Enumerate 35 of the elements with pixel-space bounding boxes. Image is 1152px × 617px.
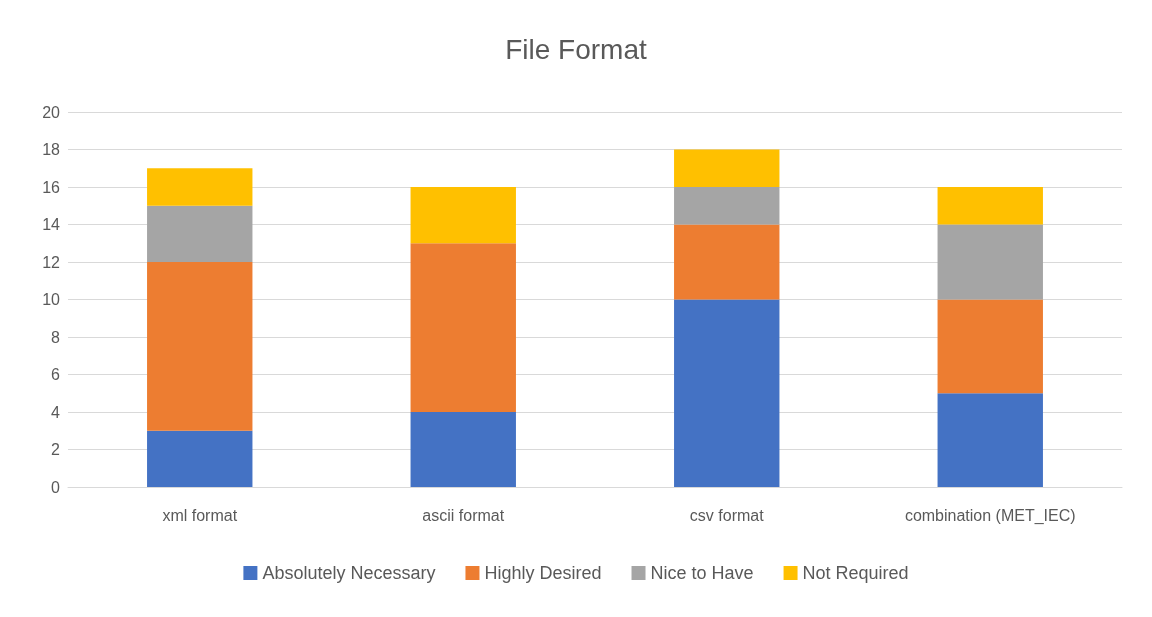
y-tick-label: 20 [42,103,61,121]
y-tick-label: 16 [42,178,61,196]
x-tick-label: combination (MET_IEC) [904,506,1076,525]
y-tick-label: 14 [42,216,61,233]
bar [147,168,253,206]
x-tick-label: xml format [162,506,238,524]
y-tick-label: 2 [51,441,61,458]
bar [674,224,780,300]
legend-label: Not Required [802,563,909,583]
x-tick-label: ascii format [422,506,505,524]
bar [147,430,253,487]
x-tick-label: csv format [689,506,765,524]
bar [147,262,253,431]
y-tick-label: 12 [42,253,61,271]
legend-label: Highly Desired [484,563,602,583]
bar [937,393,1043,487]
bar [674,187,780,225]
bar [147,205,253,262]
legend-label: Absolutely Necessary [262,563,436,583]
y-tick-label: 10 [42,291,61,308]
y-tick-label: 18 [42,141,61,158]
bar [410,412,516,487]
bar [937,187,1043,225]
bar [674,149,780,187]
y-tick-label: 0 [51,478,61,496]
legend-label: Nice to Have [650,563,754,583]
y-tick-label: 6 [51,366,61,383]
bar [937,299,1043,394]
bar [410,243,516,412]
y-tick-label: 8 [51,328,61,346]
bar [410,187,516,244]
bar [674,299,780,487]
chart-title: File Format [505,33,647,65]
bar [937,224,1043,300]
y-tick-label: 4 [51,403,61,421]
